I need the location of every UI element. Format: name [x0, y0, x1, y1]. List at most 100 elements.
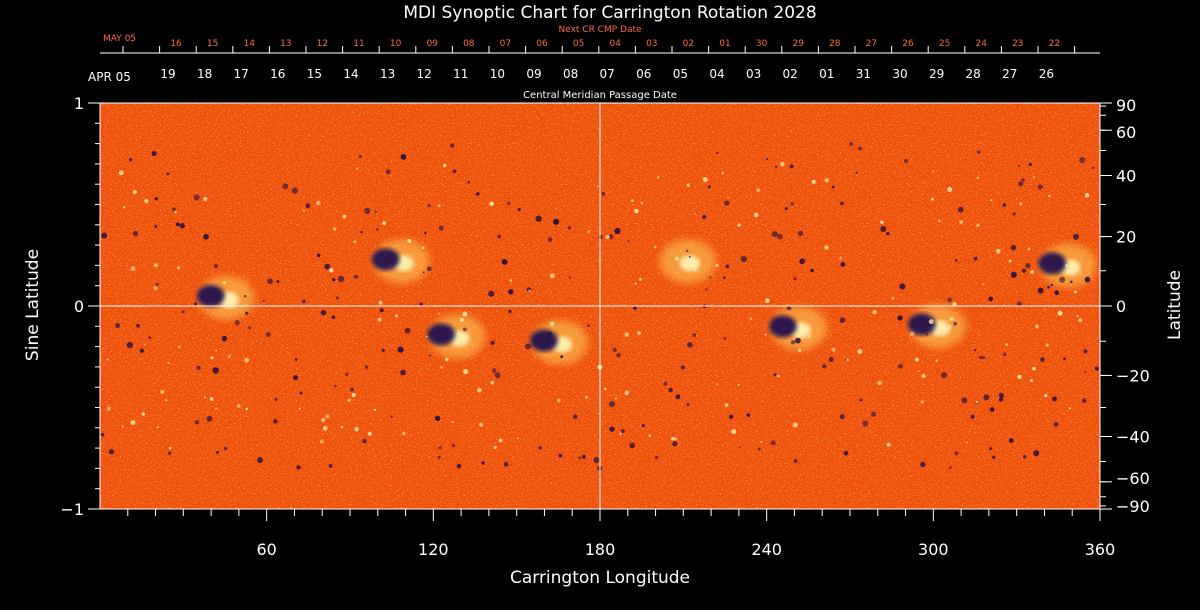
cmp-date-label: 04 [709, 67, 724, 81]
bright-speckle [227, 354, 231, 359]
bright-speckle [760, 441, 763, 443]
bright-speckle [215, 349, 218, 352]
network-speckle [593, 456, 600, 464]
bright-speckle [437, 204, 441, 208]
negative-polarity-spot [427, 323, 456, 346]
bright-speckle [177, 266, 181, 270]
network-speckle [320, 309, 327, 316]
bright-speckle [947, 324, 952, 330]
network-speckle [793, 277, 797, 281]
bright-speckle [724, 402, 729, 407]
bright-speckle [322, 425, 328, 431]
bright-speckle [935, 359, 938, 362]
network-speckle [790, 340, 796, 345]
network-speckle [503, 461, 509, 467]
lat-tick-label: 40 [1116, 167, 1136, 186]
network-speckle [973, 348, 977, 352]
chart-title: MDI Synoptic Chart for Carrington Rotati… [403, 3, 816, 23]
bright-speckle [215, 407, 218, 410]
network-speckle [428, 331, 432, 335]
next-cmp-date-label: 24 [975, 39, 987, 49]
network-speckle [360, 230, 363, 234]
bright-speckle [122, 205, 126, 209]
network-speckle [859, 398, 863, 402]
bright-speckle [1034, 324, 1039, 329]
network-speckle [1079, 156, 1086, 164]
cmp-date-label: 01 [819, 67, 834, 81]
next-cmp-date-label: 23 [1012, 39, 1023, 49]
network-speckle [839, 201, 844, 206]
bright-speckle [640, 201, 644, 205]
network-speckle [501, 259, 508, 265]
bright-speckle [421, 246, 425, 250]
cmp-date-label: 15 [307, 67, 322, 81]
network-speckle [316, 253, 321, 258]
network-speckle [612, 347, 617, 352]
cmp-date-label: 28 [966, 67, 981, 81]
network-speckle [786, 305, 792, 311]
network-speckle [948, 466, 952, 469]
cmp-date-label: 29 [929, 67, 944, 81]
network-speckle [294, 358, 298, 361]
network-speckle [799, 258, 805, 265]
bright-speckle [737, 383, 740, 386]
network-speckle [538, 446, 542, 450]
network-speckle [560, 355, 564, 359]
bright-speckle [727, 196, 729, 199]
active-region [768, 306, 827, 351]
bright-speckle [351, 392, 356, 398]
bright-speckle [1033, 176, 1035, 179]
bright-speckle [756, 188, 761, 193]
bright-speckle [1030, 269, 1035, 275]
network-speckle [777, 233, 783, 240]
network-speckle [101, 232, 108, 239]
network-speckle [438, 446, 442, 450]
network-speckle [708, 185, 711, 189]
active-region [659, 239, 716, 284]
network-speckle [839, 414, 845, 420]
cmp-date-label: 09 [526, 67, 541, 81]
network-speckle [437, 455, 441, 459]
network-speckle [462, 327, 467, 332]
next-cmp-date-label: 29 [792, 39, 804, 49]
network-speckle [558, 453, 563, 458]
negative-polarity-spot [768, 315, 797, 338]
negative-polarity-spot [196, 284, 225, 307]
next-cmp-date-label: 02 [683, 39, 694, 49]
bright-speckle [509, 279, 513, 282]
network-speckle [629, 442, 636, 449]
network-speckle [740, 255, 747, 263]
bright-speckle [976, 176, 980, 180]
y-tick-label: −1 [60, 500, 84, 519]
network-speckle [427, 203, 431, 208]
bright-speckle [1027, 247, 1031, 251]
next-cmp-date-label: 10 [390, 39, 402, 49]
cmp-axis-label: Central Meridian Passage Date [523, 90, 677, 101]
cmp-date-label: 18 [197, 67, 212, 81]
network-speckle [849, 142, 854, 146]
network-speckle [324, 263, 331, 270]
bright-speckle [797, 348, 802, 353]
network-speckle [746, 413, 751, 417]
network-speckle [194, 302, 198, 306]
next-cmp-date-label: 04 [609, 39, 621, 49]
cmp-date-label: 05 [673, 67, 688, 81]
lat-tick-label: 0 [1116, 297, 1126, 316]
bright-speckle [377, 317, 382, 322]
cmp-date-label: 08 [563, 67, 578, 81]
network-speckle [422, 271, 425, 274]
network-speckle [115, 323, 120, 328]
bright-speckle [1030, 379, 1033, 383]
network-speckle [148, 336, 152, 339]
bright-speckle [143, 343, 147, 346]
network-speckle [1063, 357, 1066, 361]
network-speckle [299, 391, 303, 395]
y-tick-label: 1 [74, 94, 84, 113]
bright-speckle [824, 245, 829, 250]
network-speckle [381, 348, 385, 352]
network-speckle [988, 296, 994, 302]
network-speckle [941, 372, 948, 379]
bright-speckle [445, 357, 449, 362]
network-speckle [686, 249, 689, 253]
network-speckle [998, 397, 1003, 402]
